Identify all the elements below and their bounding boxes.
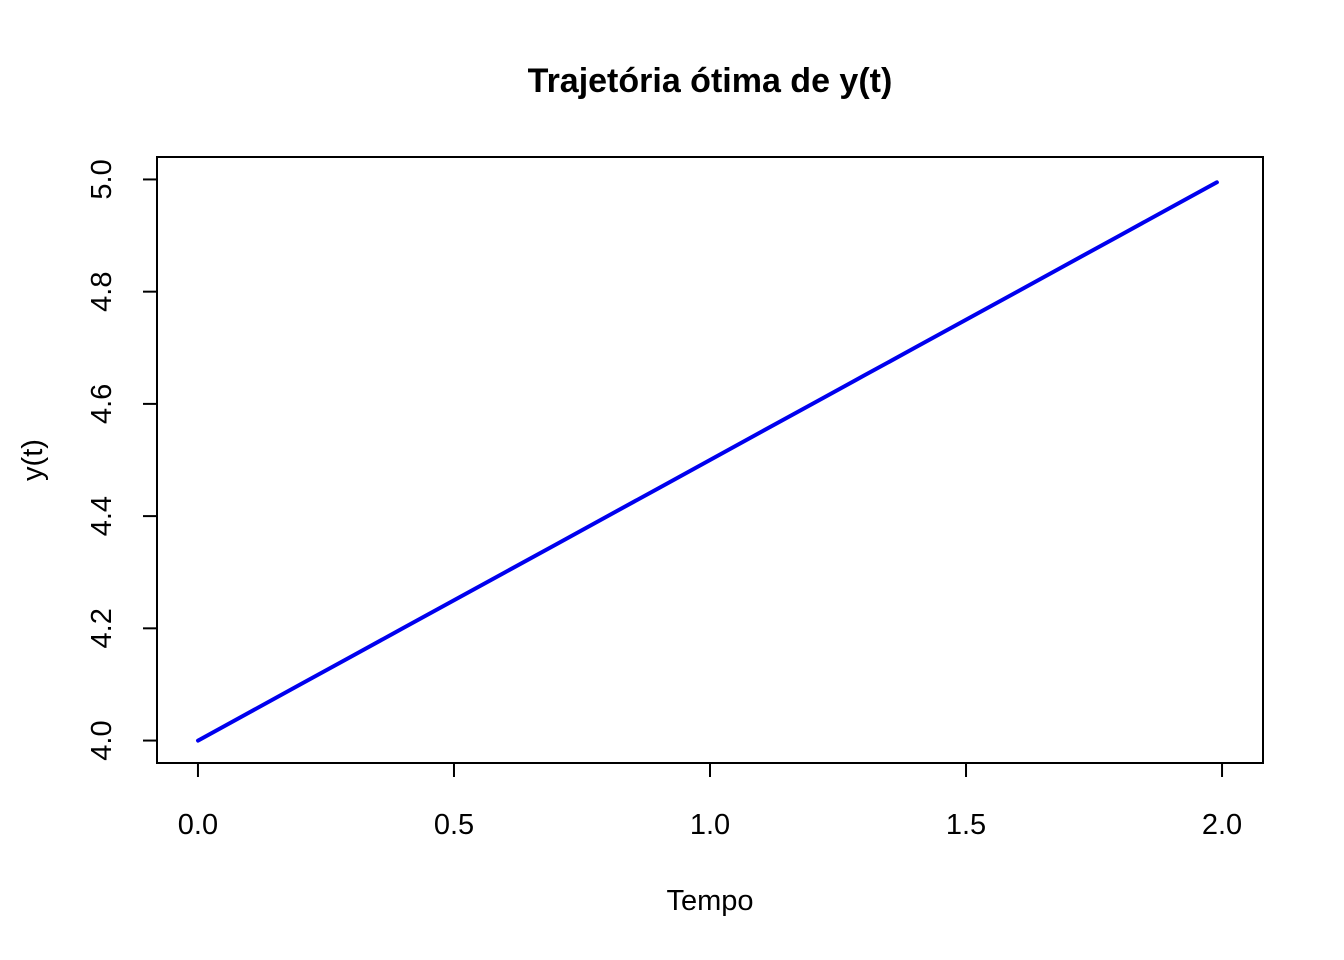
x-tick-label: 1.0	[690, 809, 730, 841]
y-axis: 4.0 4.2 4.4 4.6 4.8 5.0	[86, 159, 158, 761]
x-axis: 0.0 0.5 1.0 1.5 2.0	[178, 762, 1242, 841]
y-tick-label: 5.0	[86, 159, 118, 199]
y-tick-label: 4.4	[86, 496, 118, 536]
chart-title: Trajetória ótima de y(t)	[528, 62, 893, 100]
y-tick-label: 4.8	[86, 272, 118, 312]
y-tick-label: 4.0	[86, 720, 118, 760]
x-tick-label: 1.5	[946, 809, 986, 841]
series-layer	[196, 180, 1219, 743]
x-axis-label: Tempo	[666, 885, 753, 917]
x-tick-label: 0.0	[178, 809, 218, 841]
x-tick-label: 2.0	[1202, 809, 1242, 841]
x-tick-label: 0.5	[434, 809, 474, 841]
series-line	[196, 180, 1219, 743]
y-tick-label: 4.2	[86, 608, 118, 648]
y-tick-label: 4.6	[86, 384, 118, 424]
y-axis-label: y(t)	[17, 439, 49, 481]
